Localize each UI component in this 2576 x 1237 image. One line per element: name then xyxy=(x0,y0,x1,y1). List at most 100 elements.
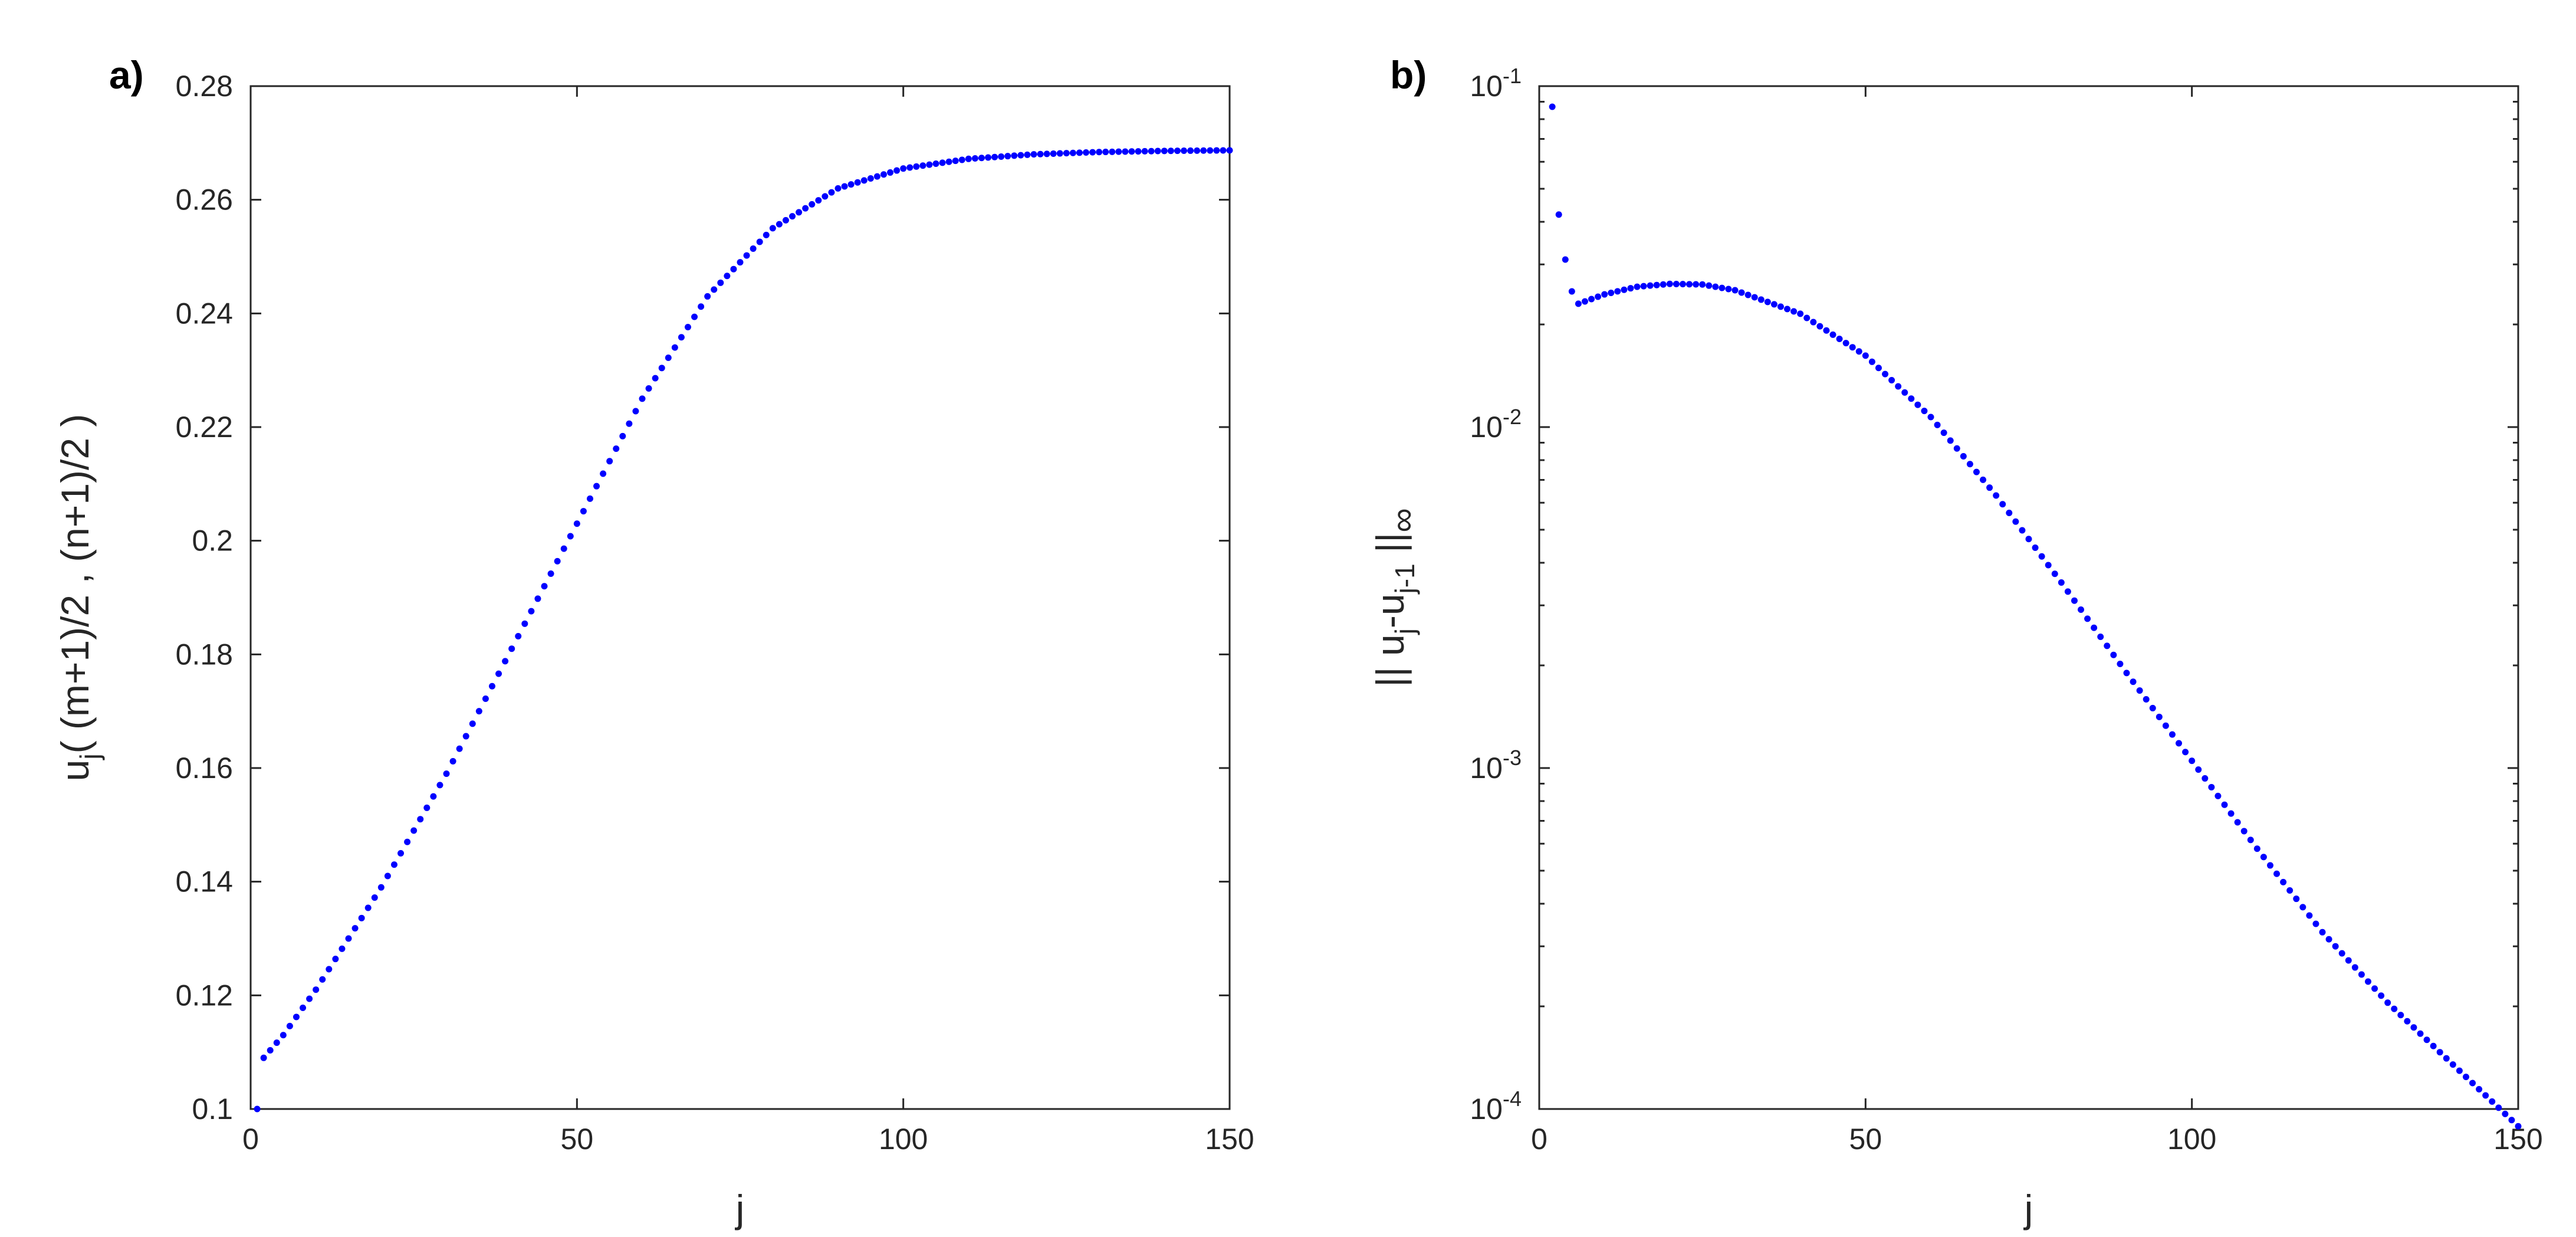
data-point-a xyxy=(1141,147,1148,155)
panel-a: a) 0 50 100 150 0.1 0.12 0.14 0.16 0.18 0.2 0.22 0.… xyxy=(53,53,1254,1231)
data-point-a xyxy=(1154,147,1161,155)
data-point-b xyxy=(1816,323,1823,330)
data-point-a xyxy=(1056,150,1063,157)
data-point-b xyxy=(1601,291,1608,298)
data-point-a xyxy=(991,153,998,160)
data-point-b xyxy=(2078,606,2085,613)
data-point-a xyxy=(339,945,346,952)
data-point-a xyxy=(436,782,443,789)
data-point-a xyxy=(1083,149,1090,156)
data-point-b xyxy=(2221,801,2228,808)
data-point-a xyxy=(632,408,639,415)
data-point-b xyxy=(2358,971,2365,978)
data-point-a xyxy=(841,183,848,190)
data-point-b xyxy=(1706,282,1713,289)
y-axis-label-b: || uj-uj-1 ||∞ xyxy=(1368,508,1422,687)
data-point-b xyxy=(1764,298,1771,306)
data-point-b xyxy=(2299,904,2306,911)
data-point-a xyxy=(847,181,855,188)
data-point-b xyxy=(1647,282,1654,289)
data-point-a xyxy=(345,935,352,942)
data-point-b xyxy=(1568,288,1575,295)
y-tick-label-a: 0.14 xyxy=(176,865,233,898)
data-point-a xyxy=(652,375,659,382)
data-points-a xyxy=(254,147,1233,1113)
y-tick-label-a: 0.1 xyxy=(192,1092,233,1126)
data-point-b xyxy=(1940,429,1947,437)
data-point-b xyxy=(2149,704,2156,711)
data-point-a xyxy=(423,804,431,811)
data-point-a xyxy=(698,303,705,310)
data-point-a xyxy=(639,395,646,402)
data-point-b xyxy=(1634,283,1641,290)
data-point-b xyxy=(1882,370,1889,378)
x-axis-label-a: j xyxy=(735,1187,745,1231)
data-point-b xyxy=(1960,452,1967,460)
plot-frame-a xyxy=(249,85,1231,1110)
data-point-a xyxy=(580,508,587,515)
data-point-b xyxy=(1738,289,1745,296)
x-axis-label-b: j xyxy=(2023,1187,2033,1231)
data-point-a xyxy=(926,161,933,168)
data-point-b xyxy=(1562,256,1569,263)
data-point-b xyxy=(2208,783,2215,790)
data-point-b xyxy=(2293,895,2300,903)
data-point-a xyxy=(1043,150,1050,158)
y-tick-label-a: 0.18 xyxy=(176,638,233,671)
data-point-b xyxy=(2338,950,2345,957)
data-points-b xyxy=(1549,103,2522,1130)
y-axis-label-b-suffix: || xyxy=(1368,533,1412,564)
data-point-b xyxy=(2234,819,2241,826)
data-point-a xyxy=(593,483,600,490)
data-point-b xyxy=(2430,1042,2437,1049)
data-point-a xyxy=(985,154,992,161)
y-tick-label-b: 10-4 xyxy=(1470,1087,1522,1126)
data-point-b xyxy=(2247,836,2254,844)
data-point-b xyxy=(1693,281,1700,288)
data-point-a xyxy=(932,160,939,167)
data-point-a xyxy=(332,956,339,963)
data-point-b xyxy=(1823,327,1830,334)
data-point-b xyxy=(2378,992,2385,999)
data-point-a xyxy=(613,445,620,452)
data-point-a xyxy=(828,189,835,196)
data-point-a xyxy=(867,175,874,182)
data-point-a xyxy=(834,185,842,192)
data-point-a xyxy=(684,323,691,330)
data-point-b xyxy=(1836,335,1843,342)
data-point-b xyxy=(2397,1012,2404,1019)
data-point-b xyxy=(2332,943,2339,950)
data-point-b xyxy=(1621,286,1628,293)
data-point-a xyxy=(1050,150,1057,157)
data-point-a xyxy=(515,633,522,640)
data-point-a xyxy=(1226,147,1233,154)
data-point-b xyxy=(2240,828,2248,835)
data-point-b xyxy=(1947,437,1954,444)
data-point-b xyxy=(1842,340,1849,347)
y-axis-label-b-mid: -u xyxy=(1368,593,1412,628)
data-point-a xyxy=(1030,151,1037,158)
data-point-a xyxy=(430,793,437,800)
data-point-a xyxy=(280,1032,287,1039)
y-axis-label-b-sub1: j xyxy=(1389,628,1420,635)
data-point-b xyxy=(2280,878,2287,885)
data-point-a xyxy=(1200,147,1207,154)
data-point-b xyxy=(1712,283,1719,290)
y-axis-label-a-base: u xyxy=(53,760,97,782)
data-point-a xyxy=(756,238,763,245)
data-point-a xyxy=(1037,150,1044,158)
data-point-a xyxy=(880,171,887,178)
data-point-a xyxy=(978,155,985,162)
data-point-b xyxy=(1640,283,1647,290)
x-tick-label-a: 100 xyxy=(879,1123,928,1156)
data-point-b xyxy=(1595,293,1602,300)
data-point-b xyxy=(2449,1061,2456,1068)
data-point-a xyxy=(1004,153,1011,160)
data-point-a xyxy=(1063,150,1070,157)
data-point-b xyxy=(2319,928,2326,936)
data-point-b xyxy=(2443,1055,2450,1062)
data-point-b xyxy=(1588,296,1595,303)
data-point-a xyxy=(606,458,613,465)
data-point-a xyxy=(1024,151,1031,158)
data-point-b xyxy=(2104,642,2111,649)
